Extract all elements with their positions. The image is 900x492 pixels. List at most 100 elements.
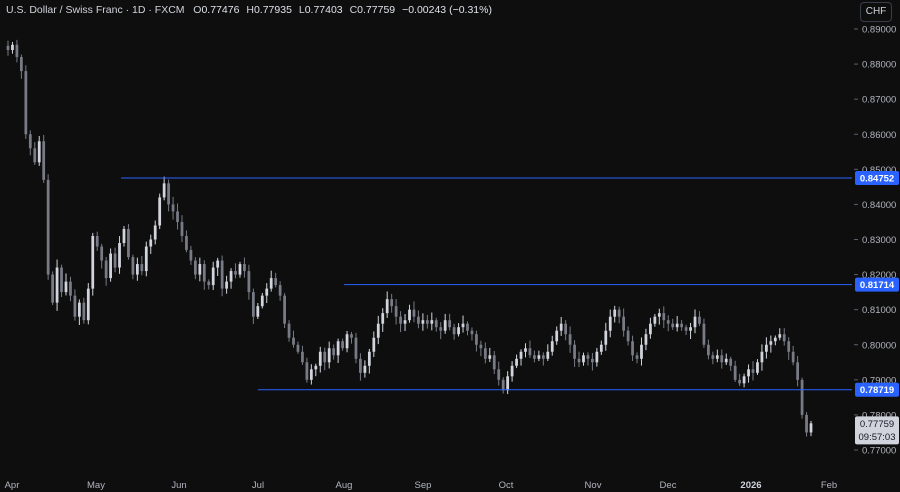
bar-countdown-text: 09:57:03 [859,432,896,443]
candle-body [82,302,86,321]
candle-body [519,351,523,359]
candle-body [483,348,487,359]
candle-body [573,344,576,359]
candle-body [595,351,599,363]
time-tick-label: Jun [171,480,186,491]
currency-button[interactable]: CHF [860,2,892,22]
candle-body [782,334,786,342]
candle-body [207,281,211,286]
candle-body [488,355,492,359]
candle-body [644,334,648,345]
candle-body [555,330,559,342]
candle-body [198,264,202,275]
candle-body [243,264,246,272]
price-tick-label: 0.85000 [862,165,896,176]
candle-body [765,344,768,352]
candle-body [309,369,313,380]
candle-body [131,257,135,275]
candle-body [443,320,447,331]
candle-body [33,148,37,163]
candle-body [773,337,777,342]
candle-body [733,365,737,380]
candle-body [805,414,808,433]
candle-body [403,320,407,324]
candle-body [608,316,612,331]
candle-body [649,323,652,335]
price-tick-label: 0.78000 [862,410,896,421]
candle-body [55,267,59,303]
close-value: 0.77759 [357,4,396,16]
candle-body [60,267,63,293]
horizontal-levels[interactable]: 0.84752 0.81714 0.78719 [121,171,899,397]
candle-body [434,320,438,328]
candle-body [546,351,550,359]
price-tick-label: 0.88000 [862,60,896,71]
candle-body [345,334,349,349]
last-price-text: 0.77759 [860,419,894,430]
high-label: H [246,4,254,16]
low-label: L [298,4,305,16]
candle-body [778,334,782,338]
candle-body [113,253,117,268]
candle-body [229,271,233,282]
candle-body [211,267,215,286]
candle-body [287,323,291,338]
candle-body [635,355,639,359]
candle-body [417,316,420,324]
candle-body [448,320,452,328]
candle-body [301,351,304,363]
candle-body [350,334,353,338]
level-price-label [855,382,899,397]
time-axis[interactable]: Apr May Jun Jul Aug Sep Oct Nov Dec 2026 Feb [5,480,838,491]
candle-body [760,351,764,363]
price-tick-label: 0.87000 [862,95,896,106]
candle-body [278,285,282,296]
candle-body [292,337,295,345]
candle-body [260,295,264,307]
candle-body [515,358,518,366]
candle-body [724,358,728,363]
high-value: 0.77935 [253,4,292,16]
candle-body [586,355,590,359]
candle-body [180,221,184,236]
candle-body [153,225,157,240]
candle-body [367,351,371,366]
candle-body [617,309,621,317]
last-price-marker: 0.77759 09:57:03 [855,416,899,445]
level-price-text: 0.81714 [860,280,895,291]
price-tick-label: 0.81000 [862,305,896,316]
candle-body [149,239,153,247]
candle-body [702,323,706,345]
candle-body [591,358,594,363]
candle-body [42,141,46,180]
candle-body [711,355,715,359]
candle-body [613,309,617,317]
level-price-label [855,171,899,186]
candle-body [550,341,554,352]
price-axis[interactable]: 0.89000 0.88000 0.87000 0.86000 0.85000 0.840… [854,25,896,457]
candle-body [675,323,679,328]
candle-body [122,228,126,244]
candle-body [671,323,675,328]
candle-body [220,260,224,289]
candle-body [689,327,692,331]
symbol-title: U.S. Dollar / Swiss Franc · 1D · FXCM [6,4,185,16]
candle-body [466,323,469,331]
candle-body [599,344,603,352]
candle-body [73,295,77,317]
candle-body [568,334,572,345]
candle-body [185,235,188,251]
open-label: O [193,4,202,16]
candle-body [408,309,411,321]
candle-body [225,281,228,289]
candle-body [144,246,148,272]
candle-body [457,327,460,335]
last-price-label [855,416,899,445]
candle-body [680,323,684,328]
candle-body [24,71,28,135]
candle-body [720,355,724,363]
candle-body [314,365,318,370]
time-tick-label: Feb [821,480,837,491]
time-tick-label: Sep [415,480,432,491]
